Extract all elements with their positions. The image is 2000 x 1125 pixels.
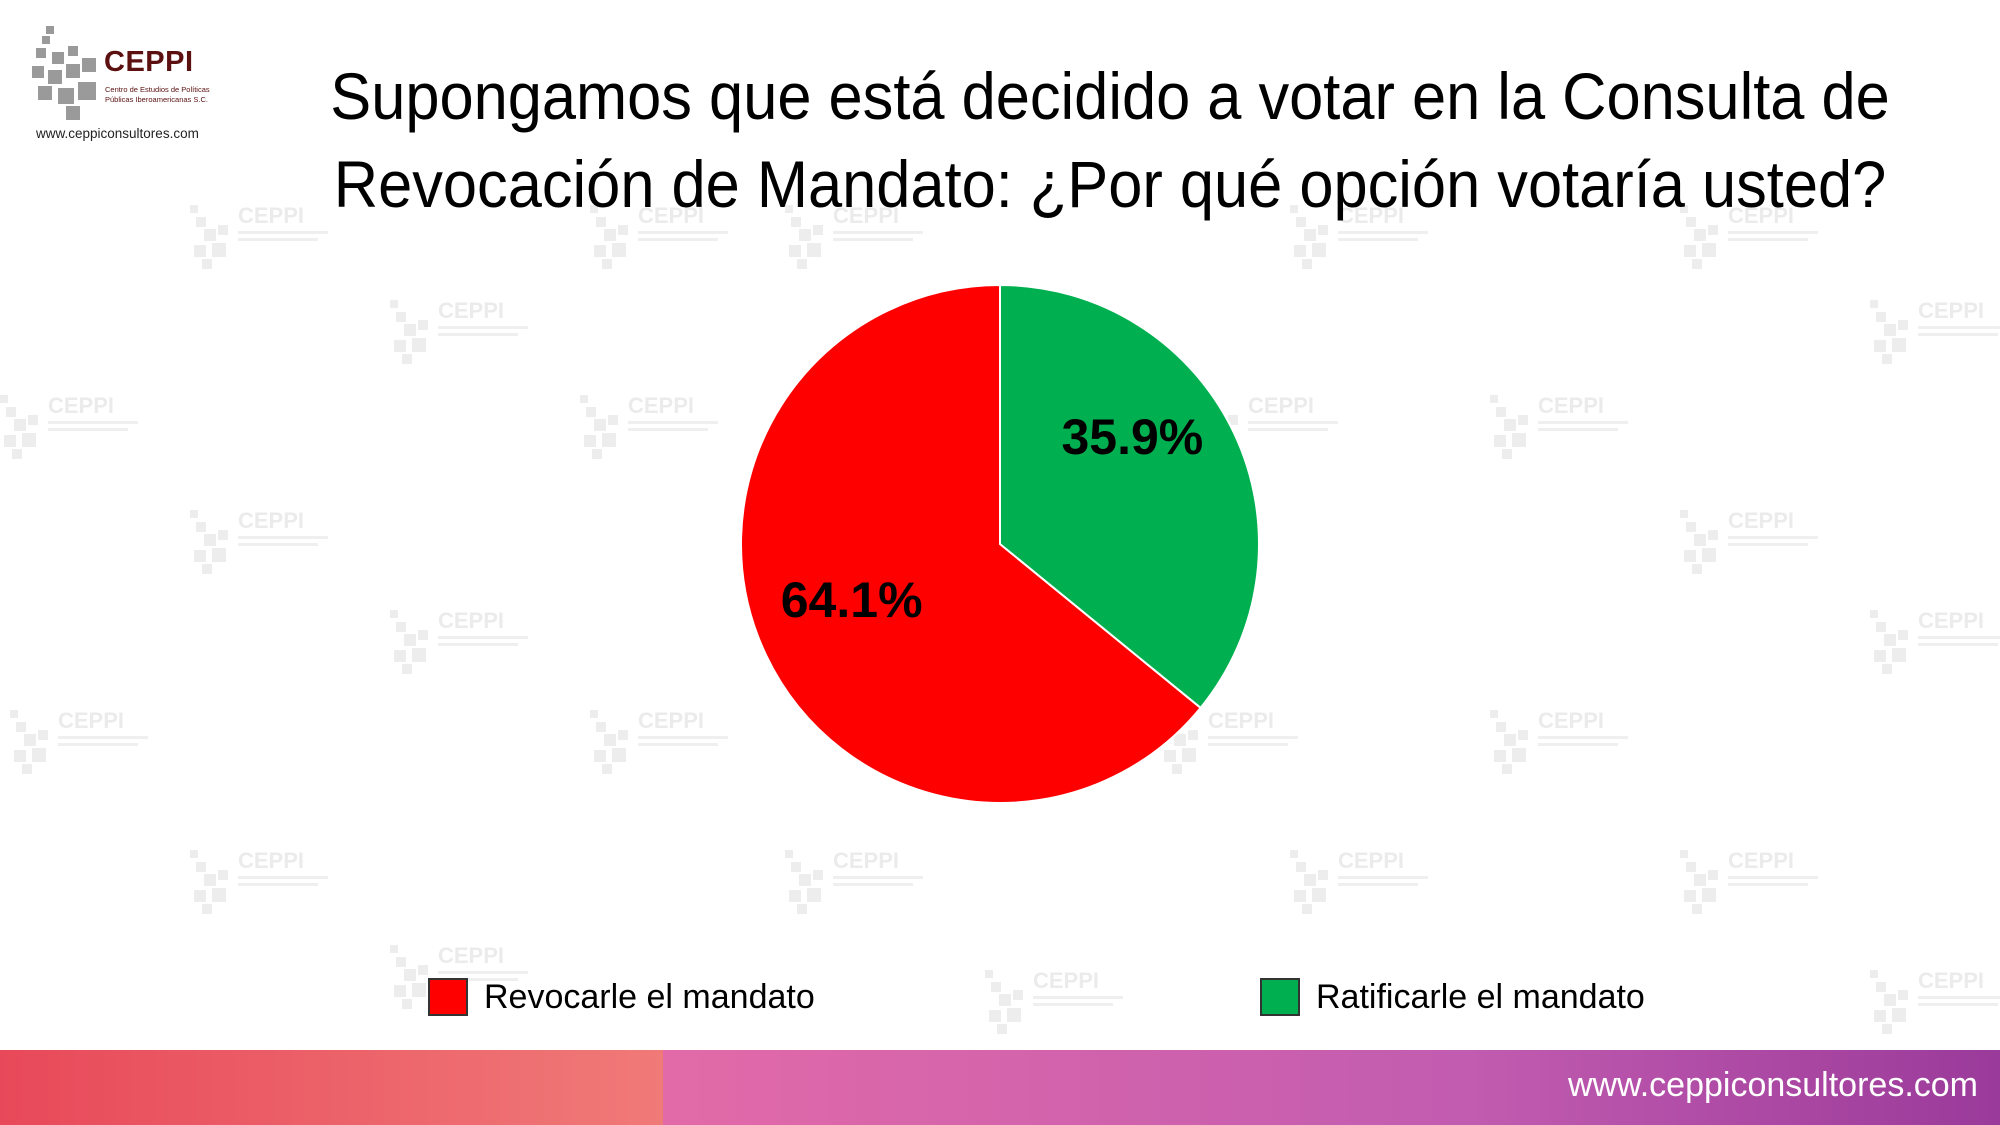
chart-title-line1: Supongamos que está decidido a votar en … (330, 59, 1890, 133)
legend-label-revocar: Revocarle el mandato (484, 977, 815, 1016)
legend-item-ratificar: Ratificarle el mandato (1260, 976, 1645, 1018)
footer-accent-right (663, 1050, 2000, 1125)
legend-swatch-ratificar (1260, 978, 1300, 1016)
logo-url: www.ceppiconsultores.com (36, 126, 199, 141)
logo-subtitle-line1: Centro de Estudios de Políticas (105, 85, 210, 94)
data-label-ratificar: 35.9% (1061, 409, 1203, 465)
pie-slice-ratificar (999, 283, 1260, 710)
footer-url[interactable]: www.ceppiconsultores.com (1567, 1066, 1978, 1104)
logo-subtitle-line2: Públicas Iberoamericanas S.C. (105, 95, 208, 104)
logo-name: CEPPI (104, 46, 194, 78)
pie-chart: 64.1% 35.9% (740, 283, 1260, 804)
chart-title-line2: Revocación de Mandato: ¿Por qué opción v… (333, 147, 1887, 221)
legend-label-ratificar: Ratificarle el mandato (1316, 977, 1645, 1016)
data-label-revocar: 64.1% (781, 572, 923, 628)
footer-accent-left (0, 1050, 663, 1125)
pie-slice-revocar (740, 283, 1203, 804)
chart-title: Supongamos que está decidido a votar en … (301, 52, 1919, 228)
legend-item-revocar: Revocarle el mandato (428, 976, 815, 1018)
ceppi-logo: CEPPI Centro de Estudios de Políticas Pú… (30, 22, 230, 142)
legend-swatch-revocar (428, 978, 468, 1016)
footer-bar: www.ceppiconsultores.com (0, 1050, 2000, 1125)
